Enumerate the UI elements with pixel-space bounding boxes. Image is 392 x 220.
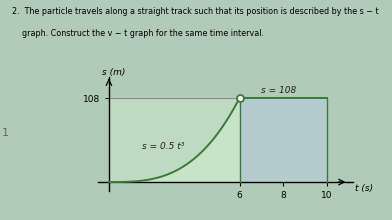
Text: 1: 1: [2, 128, 9, 138]
Text: s = 108: s = 108: [261, 86, 297, 95]
Text: s (m): s (m): [102, 68, 126, 77]
Text: graph. Construct the v − t graph for the same time interval.: graph. Construct the v − t graph for the…: [12, 29, 264, 38]
Text: t (s): t (s): [355, 184, 373, 193]
Text: 2.  The particle travels along a straight track such that its position is descri: 2. The particle travels along a straight…: [12, 7, 378, 16]
Text: s = 0.5 t³: s = 0.5 t³: [142, 142, 184, 151]
